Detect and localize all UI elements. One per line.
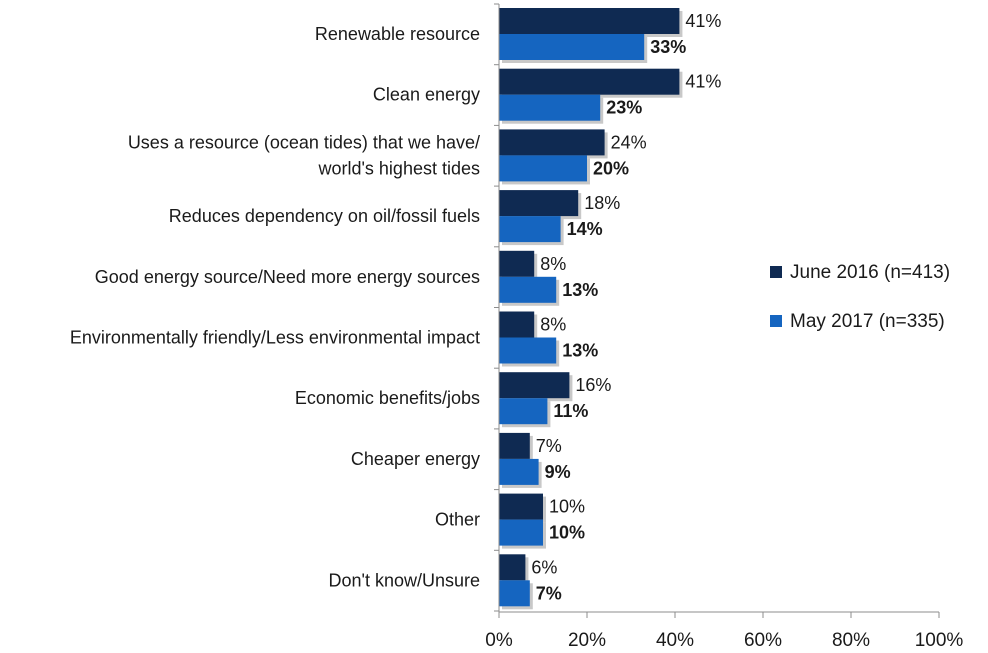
category-label: Cheaper energy (351, 449, 480, 469)
bar-may-2017 (499, 94, 601, 121)
category-label: Uses a resource (ocean tides) that we ha… (128, 132, 480, 178)
data-label: 18% (584, 193, 620, 213)
legend-label: May 2017 (n=335) (790, 311, 945, 332)
data-label: 41% (685, 72, 721, 92)
legend: June 2016 (n=413) May 2017 (n=335) (770, 262, 950, 332)
data-label: 8% (540, 254, 566, 274)
bar-june-2016 (499, 432, 530, 459)
bar-may-2017 (499, 216, 561, 243)
category-label: Renewable resource (315, 24, 480, 44)
legend-swatch (770, 315, 782, 327)
bar-june-2016 (499, 129, 605, 156)
legend-label: June 2016 (n=413) (790, 262, 950, 283)
x-tick-label: 40% (656, 630, 694, 651)
bar-june-2016 (499, 493, 543, 520)
bar-may-2017 (499, 580, 530, 607)
data-label: 33% (650, 37, 686, 57)
bar-june-2016 (499, 250, 535, 277)
bar-may-2017 (499, 519, 543, 546)
data-label: 10% (549, 497, 585, 517)
bar-may-2017 (499, 337, 557, 364)
category-label: Good energy source/Need more energy sour… (95, 267, 480, 287)
category-label: Clean energy (373, 85, 480, 105)
category-label: Reduces dependency on oil/fossil fuels (169, 206, 480, 226)
x-tick-label: 60% (744, 630, 782, 651)
bar-june-2016 (499, 68, 680, 95)
bar-may-2017 (499, 276, 557, 303)
data-label: 20% (593, 158, 629, 178)
data-label: 13% (562, 280, 598, 300)
bar-june-2016 (499, 190, 579, 217)
data-label: 41% (685, 11, 721, 31)
data-label: 14% (567, 219, 603, 239)
bar-may-2017 (499, 34, 645, 60)
category-label: Environmentally friendly/Less environmen… (70, 328, 480, 348)
data-label: 16% (575, 375, 611, 395)
data-label: 13% (562, 341, 598, 361)
data-label: 7% (536, 583, 562, 603)
bar-june-2016 (499, 372, 570, 399)
bar-june-2016 (499, 554, 526, 581)
x-tick-label: 100% (915, 630, 964, 651)
x-tick-label: 20% (568, 630, 606, 651)
data-label: 11% (553, 401, 588, 421)
legend-swatch (770, 266, 782, 278)
category-label: Don't know/Unsure (328, 570, 480, 590)
axes-layer: 0% 20% 40% 60% 80% 100% (485, 3, 964, 651)
bars-layer (499, 8, 683, 610)
data-label: 10% (549, 523, 585, 543)
data-label: 8% (540, 315, 566, 335)
data-label: 23% (606, 98, 642, 118)
x-tick-label: 80% (832, 630, 870, 651)
data-label: 7% (536, 436, 562, 456)
data-label: 24% (611, 132, 647, 152)
bar-june-2016 (499, 311, 535, 338)
bar-may-2017 (499, 458, 539, 485)
bar-june-2016 (499, 8, 680, 34)
category-label: Economic benefits/jobs (295, 388, 480, 408)
bar-may-2017 (499, 398, 548, 425)
data-label: 6% (531, 557, 557, 577)
bar-may-2017 (499, 155, 587, 182)
labels-layer: 41% 33% Renewable resource 41% 23% Clean ener… (70, 11, 722, 603)
category-label: Other (435, 510, 480, 530)
data-label: 9% (545, 462, 571, 482)
x-tick-label: 0% (485, 630, 513, 651)
